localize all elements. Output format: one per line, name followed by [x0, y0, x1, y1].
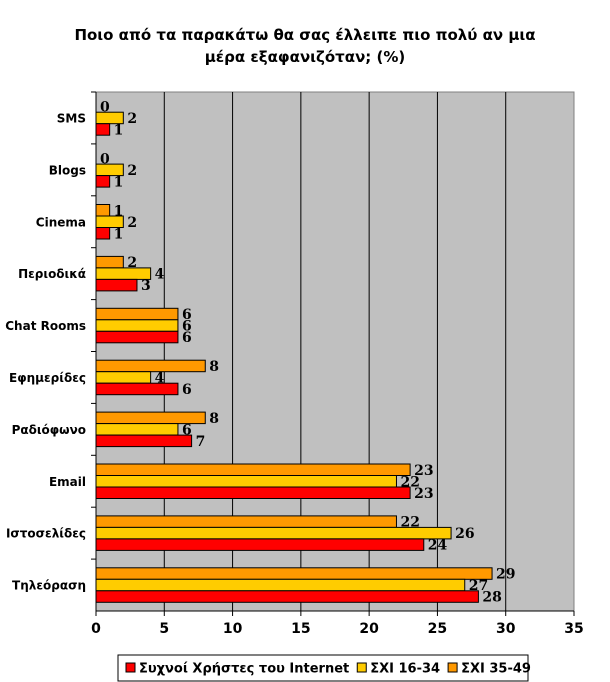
data-label-6-series-1: 6 [182, 382, 192, 398]
category-label-1: SMS [57, 111, 86, 125]
data-label-4-series-3: 2 [127, 255, 137, 271]
bar-7-series-2 [95, 423, 179, 436]
bar-5-series-1 [95, 330, 179, 344]
data-label-10-series-3: 29 [496, 567, 515, 583]
bar-8-series-3 [95, 463, 411, 476]
data-label-8-series-3: 23 [414, 463, 433, 479]
bar-6-series-3 [95, 359, 206, 373]
data-label-8-series-2: 22 [400, 474, 419, 490]
legend: Συχνοί Χρήστες του Internet ΣΧΙ 16-34 ΣΧΙ … [117, 654, 531, 682]
bar-9-series-1 [95, 538, 425, 551]
chart-title-line-2: μέρα εξαφανιζόταν; (%) [204, 48, 406, 66]
data-label-5-series-2: 6 [182, 319, 192, 335]
category-label-9: Ιστοσελίδες [6, 527, 86, 541]
category-label-10: Τηλεόραση [12, 579, 86, 593]
legend-swatch-series-1 [125, 662, 136, 673]
legend-label-series-2: ΣΧΙ 16-34 [370, 662, 440, 677]
x-tick-label-0: 0 [91, 621, 101, 637]
bar-3-series-1 [95, 227, 111, 240]
x-tick-label-3: 15 [291, 621, 310, 637]
bar-3-series-3 [95, 204, 111, 217]
bar-4-series-3 [95, 255, 124, 269]
data-label-4-series-2: 4 [155, 267, 165, 283]
legend-swatch-series-3 [447, 662, 458, 673]
data-label-5-series-1: 6 [182, 330, 192, 346]
x-tick-label-6: 30 [496, 621, 516, 637]
data-label-4-series-1: 3 [141, 278, 151, 294]
bar-7-series-1 [95, 434, 193, 448]
category-label-7: Ραδιόφωνο [12, 423, 86, 437]
bar-10-series-2 [95, 578, 466, 592]
bar-9-series-3 [95, 515, 397, 528]
data-label-7-series-2: 6 [182, 422, 192, 438]
bar-6-series-1 [95, 382, 179, 396]
bar-9-series-2 [95, 526, 452, 540]
legend-box [117, 654, 529, 682]
x-tick-label-4: 20 [359, 621, 379, 637]
x-tick-label-5: 25 [428, 621, 447, 637]
legend-label-series-1: Συχνοί Χρήστες του Internet [139, 662, 349, 677]
bar-8-series-1 [95, 486, 411, 499]
data-label-3-series-2: 2 [127, 215, 137, 231]
category-label-6: Εφημερίδες [9, 371, 86, 385]
data-label-9-series-2: 26 [455, 526, 474, 542]
chart-title: Ποιο από τα παρακάτω θα σας έλλειπε πιο … [0, 24, 610, 68]
data-label-7-series-1: 7 [196, 434, 206, 450]
category-label-3: Cinema [36, 215, 86, 229]
bar-2-series-1 [95, 175, 111, 188]
bar-10-series-3 [95, 567, 493, 580]
data-label-2-series-3: 0 [100, 151, 110, 167]
data-label-10-series-2: 27 [469, 578, 488, 594]
data-label-1-series-1: 1 [114, 122, 124, 138]
bar-8-series-2 [95, 475, 397, 488]
data-label-1-series-3: 0 [100, 99, 110, 115]
bar-4-series-1 [95, 278, 138, 292]
data-label-2-series-1: 1 [114, 174, 124, 190]
bar-1-series-1 [95, 123, 111, 136]
bar-5-series-2 [95, 319, 179, 332]
x-tick-label-7: 35 [564, 621, 583, 637]
category-label-8: Email [49, 475, 86, 489]
bar-10-series-1 [95, 590, 479, 603]
category-label-2: Blogs [49, 163, 86, 177]
data-label-9-series-3: 22 [400, 515, 419, 531]
category-label-5: Chat Rooms [5, 319, 86, 333]
data-label-6-series-2: 4 [155, 370, 165, 386]
data-label-6-series-3: 8 [209, 359, 219, 375]
data-label-9-series-1: 24 [428, 538, 448, 554]
data-label-5-series-3: 6 [182, 307, 192, 323]
category-label-4: Περιοδικά [18, 267, 86, 281]
x-tick-label-1: 5 [159, 621, 169, 637]
chart-title-line-1: Ποιο από τα παρακάτω θα σας έλλειπε πιο … [74, 26, 536, 44]
bar-5-series-3 [95, 307, 179, 321]
data-label-3-series-3: 1 [114, 203, 124, 219]
plot-area: 021SMS021Blogs121Cinema243Περιοδικά666Ch… [5, 91, 584, 637]
x-tick-label-2: 10 [223, 621, 243, 637]
data-label-10-series-1: 28 [482, 590, 501, 606]
data-label-2-series-2: 2 [127, 163, 137, 179]
data-label-7-series-3: 8 [209, 411, 219, 427]
legend-swatch-series-2 [356, 662, 367, 673]
legend-label-series-3: ΣΧΙ 35-49 [461, 662, 531, 677]
data-label-3-series-1: 1 [114, 226, 124, 242]
data-label-1-series-2: 2 [127, 111, 137, 127]
bar-6-series-2 [95, 371, 152, 384]
data-label-8-series-1: 23 [414, 486, 433, 502]
